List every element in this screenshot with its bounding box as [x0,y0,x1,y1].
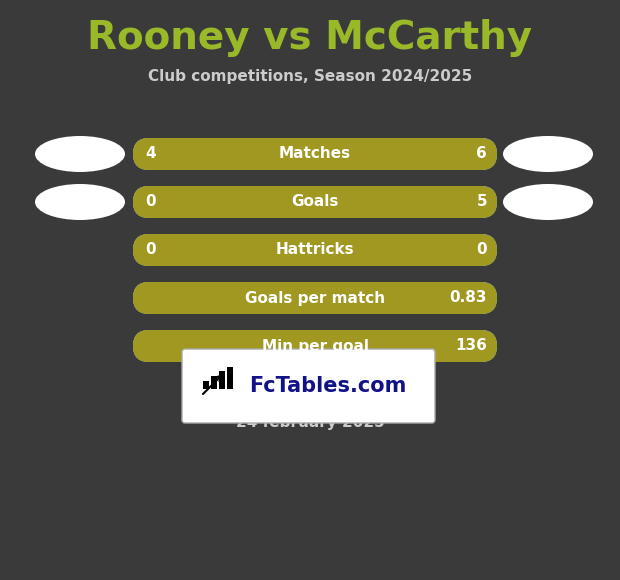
Bar [227,367,233,389]
Bar [203,381,209,389]
Text: 0.83: 0.83 [450,291,487,306]
Ellipse shape [35,136,125,172]
Text: 0: 0 [476,242,487,258]
FancyBboxPatch shape [182,349,435,423]
Text: Min per goal: Min per goal [262,339,368,353]
FancyBboxPatch shape [133,186,497,218]
Text: 0: 0 [145,242,156,258]
Text: Rooney vs McCarthy: Rooney vs McCarthy [87,19,533,57]
Text: 5: 5 [476,194,487,209]
FancyBboxPatch shape [133,282,497,314]
Text: 6: 6 [476,147,487,161]
FancyBboxPatch shape [133,186,497,218]
Text: 136: 136 [455,339,487,353]
Text: 24 february 2025: 24 february 2025 [236,415,384,430]
Text: 4: 4 [145,147,156,161]
FancyBboxPatch shape [133,234,497,266]
FancyBboxPatch shape [133,138,497,170]
Text: Goals: Goals [291,194,339,209]
FancyBboxPatch shape [133,234,497,266]
Bar [219,371,225,389]
FancyBboxPatch shape [133,138,497,170]
Text: FcTables.com: FcTables.com [250,376,407,396]
Text: Club competitions, Season 2024/2025: Club competitions, Season 2024/2025 [148,70,472,85]
Text: 0: 0 [145,194,156,209]
Ellipse shape [503,184,593,220]
FancyBboxPatch shape [133,282,497,314]
Ellipse shape [503,136,593,172]
Text: Hattricks: Hattricks [276,242,354,258]
Text: Matches: Matches [279,147,351,161]
Text: Goals per match: Goals per match [245,291,385,306]
FancyBboxPatch shape [133,330,497,362]
FancyBboxPatch shape [133,330,497,362]
Ellipse shape [35,184,125,220]
Bar [211,376,217,389]
